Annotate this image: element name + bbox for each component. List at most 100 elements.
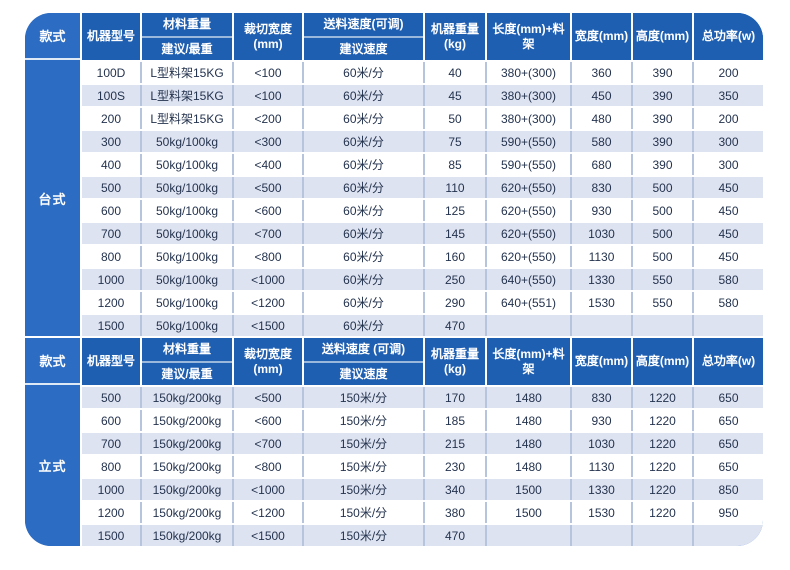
table-cell: 150kg/200kg (140, 387, 232, 408)
table-row: 800 50kg/100kg <800 60米/分 160 620+(550) 1130 50… (82, 244, 763, 267)
table-cell: 1530 (570, 292, 631, 313)
table-cell: 150米/分 (302, 525, 423, 546)
table-cell: 620+(550) (485, 223, 570, 244)
header-cut-width-line1-2: 裁切宽度 (243, 347, 292, 362)
table-row: 1200 150kg/200kg <1200 150米/分 380 1500 1530 122… (82, 500, 763, 523)
table-cell: 830 (570, 387, 631, 408)
table-cell: 185 (423, 410, 485, 431)
table-cell: 500 (100, 390, 122, 405)
table-cell: 400 (100, 157, 122, 172)
header-feed-speed-sub: 建议速度 (304, 35, 423, 61)
table-cell: 60米/分 (302, 131, 423, 152)
style-header-cell-2: 款式 (25, 338, 80, 385)
table-cell: 1130 (570, 246, 631, 267)
table-row: 700 150kg/200kg <700 150米/分 215 1480 1030 1220 6… (82, 431, 763, 454)
table-cell: 390 (631, 154, 692, 175)
table-cell: 160 (423, 246, 485, 267)
table-cell: 1480 (485, 456, 570, 477)
header-feed-speed-title: 送料速度(可调) (323, 17, 404, 32)
table-cell: 60米/分 (302, 62, 423, 83)
header-feed-speed-2: 送料速度 (可调) 建议速度 (302, 338, 423, 385)
table-cell: 390 (631, 131, 692, 152)
table-cell: 60米/分 (302, 85, 423, 106)
table-row: 800 150kg/200kg <800 150米/分 230 1480 1130 1220 6… (82, 454, 763, 477)
table-row: 500 50kg/100kg <500 60米/分 110 620+(550) 830 500… (82, 175, 763, 198)
table-cell (485, 315, 570, 336)
table-cell: 380+(300) (485, 108, 570, 129)
header-power-label-2: 总功率(w) (701, 354, 756, 369)
style-column-desktop: 款式 台式 (25, 13, 80, 336)
table-cell: 450 (692, 200, 763, 221)
header-cut-width-line2: (mm) (253, 36, 283, 51)
header-model-label-2: 机器型号 (86, 354, 135, 369)
header-material-weight: 材料重量 建议/最重 (140, 13, 232, 60)
table-cell: 50kg/100kg (140, 154, 232, 175)
table-cell: 500 (100, 180, 122, 195)
table-cell: 60米/分 (302, 108, 423, 129)
table-cell: 1220 (631, 456, 692, 477)
header-length-rack: 长度(mm)+料架 (485, 13, 570, 60)
table-cell: 290 (423, 292, 485, 313)
table-cell: 360 (570, 62, 631, 83)
table-cell: 390 (631, 62, 692, 83)
header-cut-width-line2-2: (mm) (253, 361, 283, 376)
table-section-desktop: 款式 台式 机器型号 材料重量 建议/最重 裁切宽度 (mm) 送料速度(可调) (25, 13, 763, 336)
table-cell: 85 (423, 154, 485, 175)
table-cell: 150kg/200kg (140, 525, 232, 546)
table-cell: 60米/分 (302, 177, 423, 198)
table-cell: 50kg/100kg (140, 269, 232, 290)
header-power-2: 总功率(w) (692, 338, 763, 385)
table-cell: 1480 (485, 410, 570, 431)
table-row: 300 50kg/100kg <300 60米/分 75 590+(550) 580 390 3… (82, 129, 763, 152)
header-material-weight-sub-2: 建议/最重 (142, 360, 232, 386)
style-header-label-2: 款式 (39, 354, 66, 369)
table-cell: 600 (100, 413, 122, 428)
table-cell: 300 (692, 154, 763, 175)
table-cell: 145 (423, 223, 485, 244)
header-material-weight-sub: 建议/最重 (142, 35, 232, 61)
header-height: 高度(mm) (631, 13, 692, 60)
table-cell (631, 525, 692, 546)
table-cell: 150米/分 (302, 410, 423, 431)
table-cell: 500 (631, 177, 692, 198)
table-cell: 800 (100, 249, 122, 264)
table-cell: <1000 (232, 479, 302, 500)
table-cell: 640+(551) (485, 292, 570, 313)
table-cell: 590+(550) (485, 154, 570, 175)
spec-table-panel: 款式 台式 机器型号 材料重量 建议/最重 裁切宽度 (mm) 送料速度(可调) (25, 13, 763, 546)
table-cell: 1130 (570, 456, 631, 477)
table-cell: 110 (423, 177, 485, 198)
header-length-rack-label-2: 长度(mm)+料架 (492, 347, 565, 376)
table-cell: <800 (232, 246, 302, 267)
table-row: 1500 150kg/200kg <1500 150米/分 470 (82, 523, 763, 546)
table-cell: 1000 (97, 272, 125, 287)
table-cell: <1200 (232, 502, 302, 523)
table-cell: 390 (631, 108, 692, 129)
table-cell: <400 (232, 154, 302, 175)
table-cell: 500 (631, 200, 692, 221)
table-row: 600 150kg/200kg <600 150米/分 185 1480 930 1220 65… (82, 408, 763, 431)
header-feed-speed-title-2: 送料速度 (可调) (321, 342, 406, 357)
table-cell: 950 (692, 502, 763, 523)
table-cell: 390 (631, 85, 692, 106)
table-cell: 470 (423, 525, 485, 546)
header-width-label-2: 宽度(mm) (574, 354, 629, 369)
header-feed-speed-sub-2: 建议速度 (304, 360, 423, 386)
table-section-standing: 款式 立式 机器型号 材料重量 建议/最重 裁切宽度 (mm) 送料速度 (可调… (25, 336, 763, 546)
table-cell: 150米/分 (302, 479, 423, 500)
table-cell: 200 (692, 62, 763, 83)
style-header-cell: 款式 (25, 13, 80, 60)
table-cell: <1500 (232, 315, 302, 336)
header-machine-weight-2: 机器重量 (kg) (423, 338, 485, 385)
header-material-weight-title-2: 材料重量 (162, 342, 211, 357)
style-value-cell-desktop: 台式 (25, 60, 80, 336)
table-cell: 380+(300) (485, 85, 570, 106)
table-cell: 150kg/200kg (140, 410, 232, 431)
header-height-label-2: 高度(mm) (635, 354, 690, 369)
table-cell: 1000 (97, 482, 125, 497)
header-machine-weight-line1-2: 机器重量 (430, 347, 479, 362)
table-body-standing: 机器型号 材料重量 建议/最重 裁切宽度 (mm) 送料速度 (可调) 建议速度… (80, 338, 763, 546)
table-cell: <1000 (232, 269, 302, 290)
table-cell: 1030 (570, 223, 631, 244)
table-cell: <1200 (232, 292, 302, 313)
